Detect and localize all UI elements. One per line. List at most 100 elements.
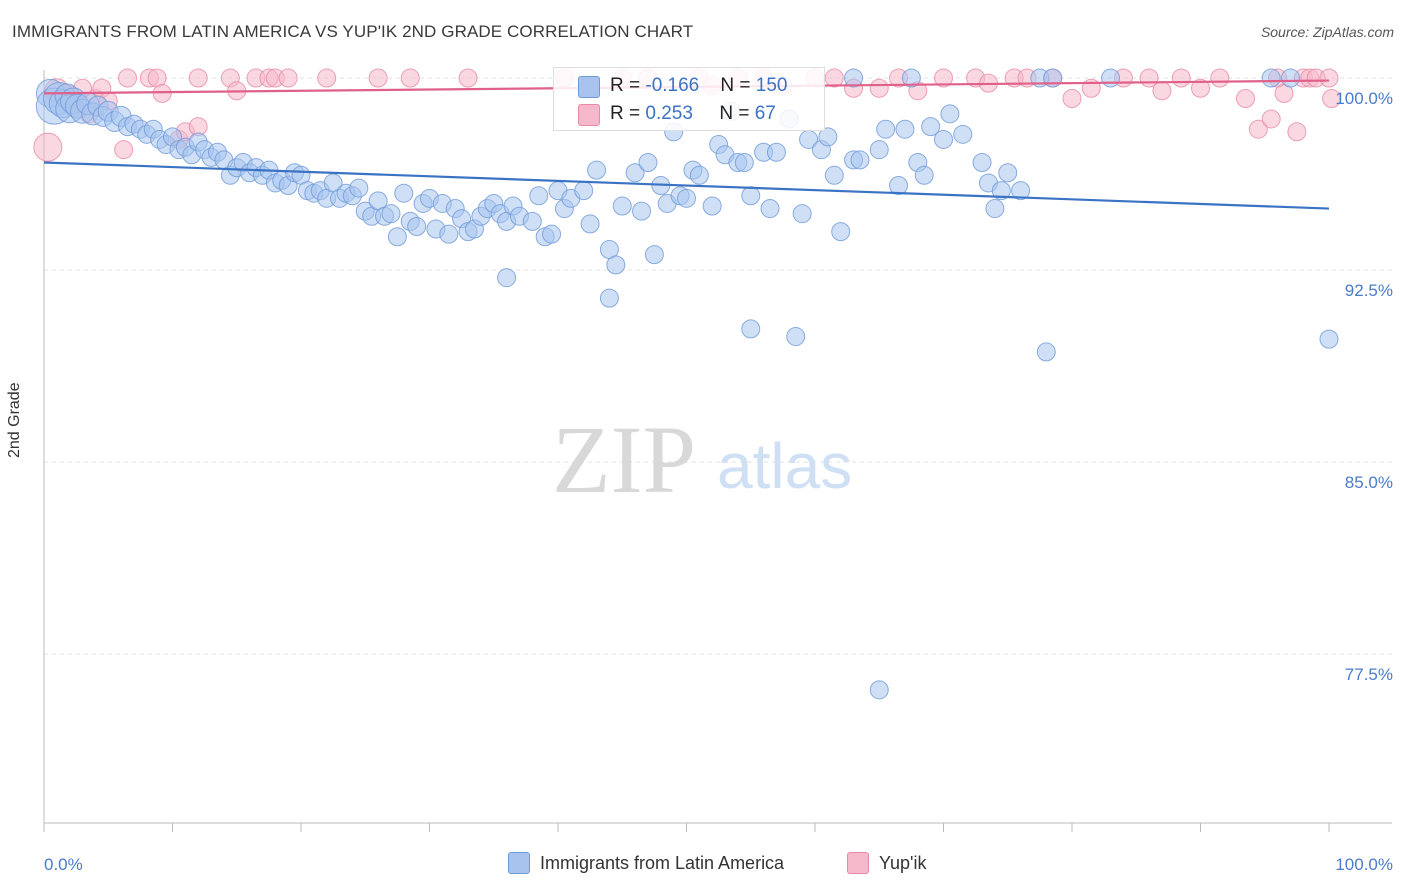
point-yupik — [1287, 122, 1307, 142]
point-latin-america — [644, 245, 664, 265]
point-latin-america — [677, 188, 696, 208]
point-latin-america — [824, 165, 844, 185]
point-latin-america — [632, 201, 652, 221]
point-latin-america — [612, 196, 632, 216]
point-latin-america — [702, 196, 722, 216]
point-latin-america — [889, 176, 909, 196]
point-latin-america — [606, 255, 626, 275]
point-latin-america — [689, 165, 709, 185]
point-yupik — [869, 78, 889, 98]
point-latin-america — [921, 117, 941, 137]
point-latin-america — [934, 129, 953, 149]
legend-swatch-pink — [847, 852, 869, 874]
chart-title: IMMIGRANTS FROM LATIN AMERICA VS YUP'IK … — [12, 22, 694, 41]
legend-series: Immigrants from Latin America Yup'ik — [0, 852, 1406, 878]
x-axis-ticks — [43, 823, 1330, 832]
point-latin-america — [638, 152, 658, 172]
point-latin-america — [387, 227, 407, 247]
point-latin-america — [542, 224, 562, 244]
point-latin-america — [850, 150, 870, 170]
watermark-zip: ZIP — [552, 406, 696, 513]
series-latin-america — [35, 68, 1339, 700]
n-value: 67 — [754, 103, 776, 124]
point-yupik — [1152, 81, 1172, 101]
point-latin-america — [381, 204, 401, 224]
point-latin-america — [953, 124, 973, 144]
point-yupik — [1062, 88, 1082, 108]
point-yupik — [1235, 88, 1255, 108]
legend-stats-text: R = -0.166 N = 150 — [610, 75, 787, 97]
point-latin-america — [599, 288, 619, 308]
point-latin-america — [1036, 342, 1056, 362]
y-tick-label: 85.0% — [1345, 473, 1393, 492]
point-yupik — [118, 68, 138, 88]
point-latin-america — [985, 199, 1005, 219]
legend-swatch-pink — [578, 104, 600, 126]
r-label: R = — [610, 103, 646, 124]
legend-label: Yup'ik — [879, 852, 927, 873]
point-latin-america — [766, 142, 786, 162]
point-latin-america — [914, 165, 934, 185]
point-latin-america — [349, 178, 369, 198]
point-yupik — [188, 68, 208, 88]
point-yupik — [368, 68, 388, 88]
n-value: 150 — [755, 75, 788, 96]
legend-label: Immigrants from Latin America — [540, 852, 785, 873]
point-yupik — [1248, 119, 1268, 139]
legend-stats: R = -0.166 N = 150 R = 0.253 N = 67 — [553, 67, 825, 131]
point-latin-america — [844, 68, 864, 88]
point-latin-america — [529, 186, 549, 206]
x-tick-label-min: 0.0% — [44, 855, 83, 874]
point-latin-america — [760, 199, 780, 219]
point-latin-america — [818, 127, 838, 147]
point-latin-america — [786, 327, 806, 347]
point-yupik — [1322, 88, 1342, 108]
point-latin-america — [869, 140, 889, 160]
point-latin-america — [439, 224, 459, 244]
point-latin-america — [901, 68, 921, 88]
point-latin-america — [580, 214, 600, 234]
point-latin-america — [574, 181, 594, 201]
point-latin-america — [1319, 329, 1339, 349]
r-value: -0.166 — [645, 75, 700, 96]
point-yupik — [33, 132, 63, 162]
watermark-atlas: atlas — [717, 430, 852, 502]
point-yupik — [1261, 109, 1281, 129]
point-latin-america — [741, 186, 761, 206]
y-tick-labels: 100.0% 92.5% 85.0% 77.5% — [1335, 89, 1393, 684]
point-latin-america — [991, 181, 1011, 201]
point-latin-america — [869, 680, 889, 700]
point-yupik — [152, 83, 172, 103]
point-latin-america — [1280, 68, 1300, 88]
point-yupik — [114, 140, 134, 160]
n-label: N = — [719, 103, 755, 124]
y-tick-label: 92.5% — [1345, 281, 1393, 300]
point-latin-america — [587, 160, 607, 180]
legend-item-yupik[interactable]: Yup'ik — [847, 852, 926, 874]
point-latin-america — [940, 104, 960, 124]
point-latin-america — [831, 222, 851, 242]
point-latin-america — [1261, 68, 1281, 88]
legend-item-latin-america[interactable]: Immigrants from Latin America — [508, 852, 784, 874]
point-yupik — [278, 68, 298, 88]
point-yupik — [400, 68, 420, 88]
point-latin-america — [625, 163, 645, 183]
x-tick-label-max: 100.0% — [1335, 855, 1393, 874]
point-latin-america — [876, 119, 896, 139]
legend-swatch-blue — [578, 76, 600, 98]
point-latin-america — [998, 163, 1018, 183]
point-latin-america — [407, 216, 427, 236]
point-yupik — [1319, 68, 1339, 88]
point-latin-america — [522, 211, 542, 231]
point-yupik — [1191, 78, 1210, 98]
point-yupik — [1210, 68, 1230, 88]
y-tick-label: 77.5% — [1345, 665, 1393, 684]
point-latin-america — [741, 319, 761, 339]
legend-stats-text: R = 0.253 N = 67 — [610, 103, 776, 125]
point-yupik — [317, 68, 337, 88]
point-latin-america — [394, 183, 414, 203]
r-value: 0.253 — [645, 103, 693, 124]
point-yupik — [1171, 68, 1191, 88]
r-label: R = — [610, 75, 646, 96]
